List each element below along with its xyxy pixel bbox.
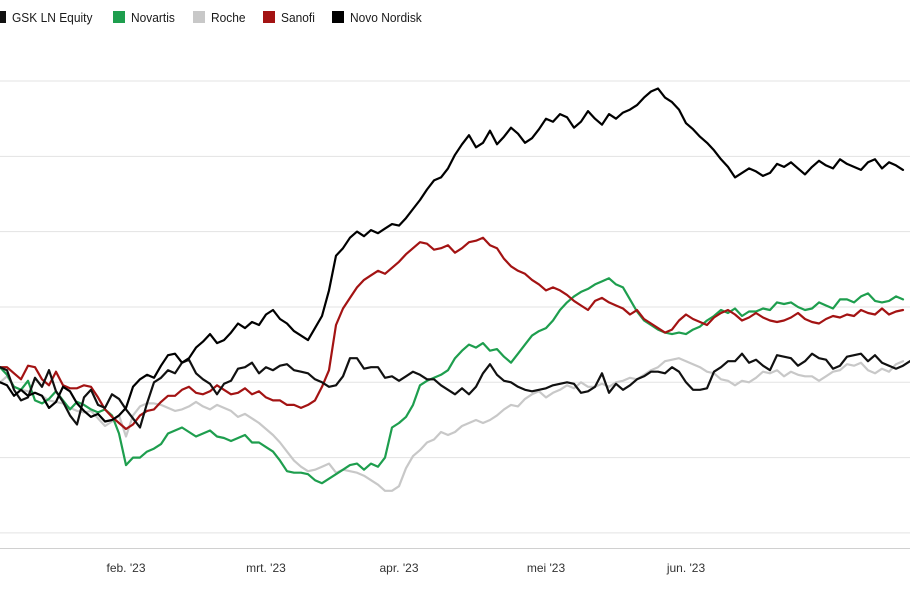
series-line-novo-nordisk [0, 87, 905, 423]
chart-legend: GSK LN Equity Novartis Roche Sanofi Novo… [0, 6, 442, 28]
legend-item-gsk[interactable]: GSK LN Equity [0, 10, 99, 25]
legend-item-roche[interactable]: Roche [193, 10, 249, 25]
legend-label-novo-nordisk: Novo Nordisk [349, 9, 422, 25]
series-line-gsk-ln-equity [0, 352, 910, 429]
series-lines [0, 87, 910, 492]
x-axis: feb. '23 mrt. '23 apr. '23 mei '23 jun. '23 [107, 561, 706, 575]
legend-swatch-sanofi [262, 11, 275, 23]
series-line-novartis [0, 277, 905, 485]
legend-item-novo-nordisk[interactable]: Novo Nordisk [331, 9, 428, 25]
x-tick-label-3: mei '23 [527, 561, 566, 575]
legend-swatch-novo-nordisk [331, 11, 344, 23]
x-tick-label-1: mrt. '23 [246, 561, 286, 575]
legend-label-gsk: GSK LN Equity [12, 9, 93, 25]
legend-label-novartis: Novartis [131, 9, 176, 25]
legend-item-novartis[interactable]: Novartis [113, 10, 179, 25]
legend-swatch-gsk [0, 11, 6, 23]
legend-swatch-roche [193, 11, 206, 23]
x-tick-label-0: feb. '23 [107, 561, 146, 575]
gridlines [0, 80, 910, 549]
series-line-sanofi [0, 236, 905, 431]
legend-item-sanofi[interactable]: Sanofi [262, 9, 318, 25]
series-line-roche [0, 357, 905, 492]
legend-swatch-novartis [113, 11, 126, 23]
legend-label-roche: Roche [211, 9, 246, 25]
legend-label-sanofi: Sanofi [280, 9, 315, 25]
x-tick-label-4: jun. '23 [666, 561, 706, 575]
x-tick-label-2: apr. '23 [380, 561, 419, 575]
